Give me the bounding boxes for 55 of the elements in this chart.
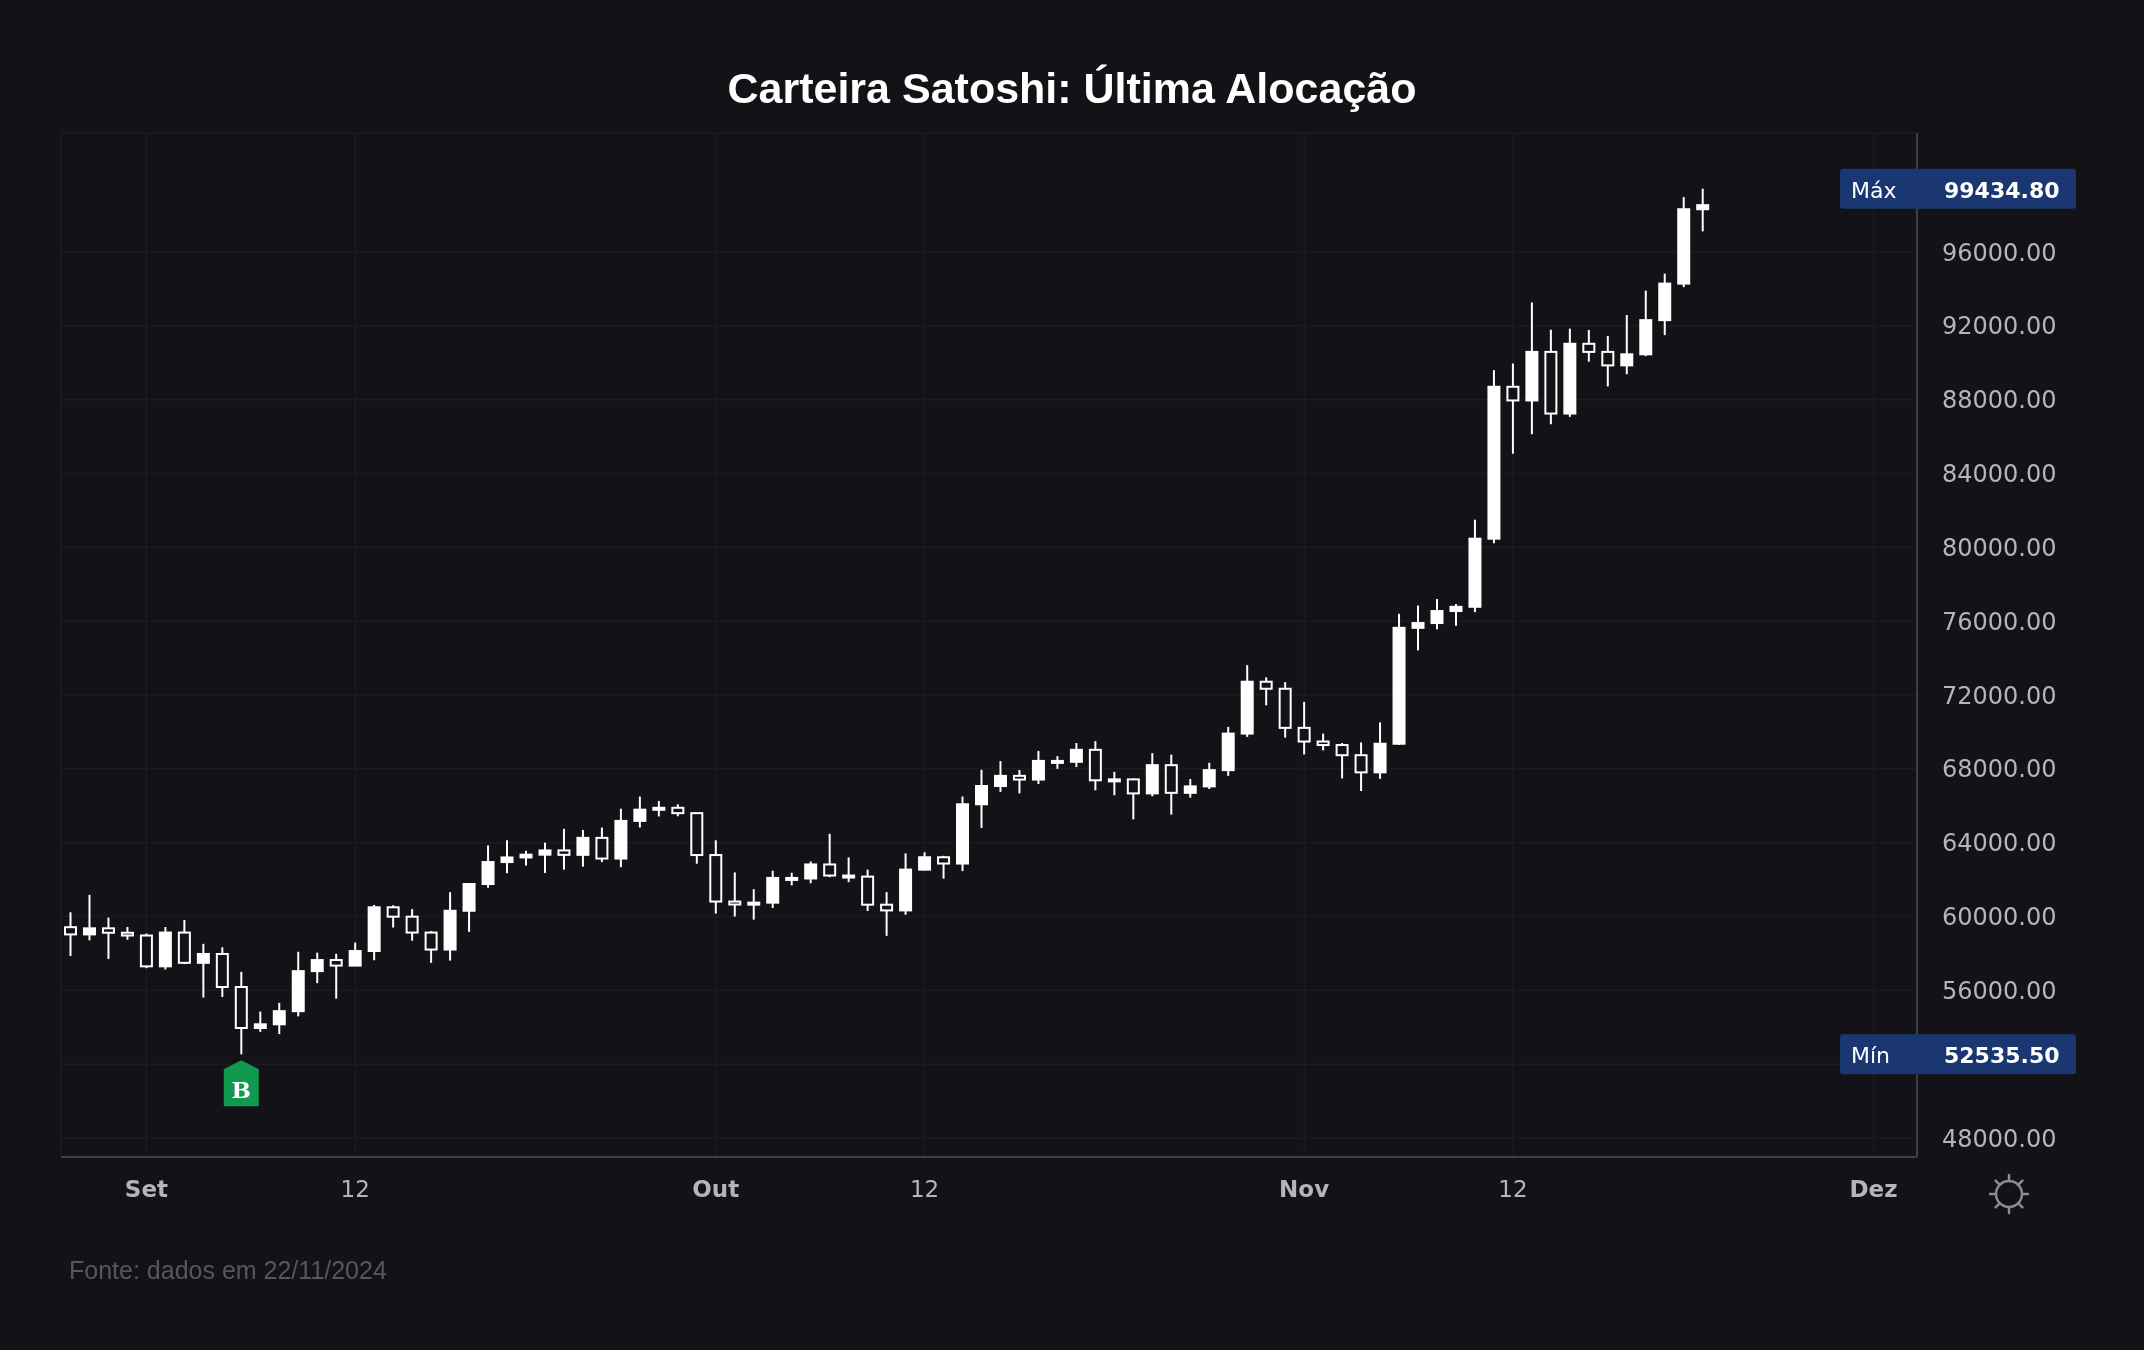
text: Mín 52535.50 — [1851, 1042, 2060, 1068]
candlestick — [1449, 603, 1463, 627]
candlestick — [1411, 604, 1425, 652]
x-tick-label: 12 — [909, 1176, 940, 1203]
candlestick — [538, 841, 552, 874]
candlestick — [747, 888, 761, 921]
candlestick — [918, 851, 932, 872]
candlestick — [975, 768, 988, 829]
y-tick-label: 72000.00 — [1942, 681, 2057, 710]
candlestick — [1126, 777, 1140, 821]
y-tick-label: 96000.00 — [1942, 238, 2057, 267]
candlestick — [196, 942, 210, 999]
candlestick — [633, 795, 647, 829]
candlestick — [481, 844, 495, 889]
candlestick — [1430, 598, 1444, 631]
x-tick-label: Set — [124, 1176, 168, 1203]
annotation: B — [231, 1075, 252, 1103]
candlestick — [348, 941, 362, 967]
candlestick — [1031, 749, 1045, 785]
candlestick — [310, 951, 324, 985]
candlestick — [253, 1010, 267, 1033]
y-tick-label: 56000.00 — [1942, 976, 2057, 1005]
y-tick-label: 60000.00 — [1942, 903, 2057, 932]
candlestick — [842, 856, 856, 884]
y-tick-label: 80000.00 — [1942, 533, 2057, 562]
x-tick-label: Dez — [1849, 1176, 1898, 1203]
x-tick-label: 12 — [340, 1176, 370, 1203]
chart-title: Carteira Satoshi: Última Alocação — [726, 63, 1418, 113]
candlestick — [1183, 778, 1197, 799]
candlestick — [576, 828, 590, 868]
x-tick-label: Out — [692, 1176, 740, 1203]
candlestick — [804, 860, 818, 885]
y-tick-label: 92000.00 — [1942, 312, 2057, 341]
candlestick — [1620, 313, 1634, 376]
y-tick-label: 64000.00 — [1942, 829, 2057, 858]
candlestick — [1069, 742, 1083, 768]
candlestick — [272, 1001, 286, 1036]
source-note: Fonte: dados em 22/11/2024 — [69, 1255, 387, 1285]
y-tick-label: 84000.00 — [1942, 460, 2057, 489]
candlestick — [1582, 328, 1596, 363]
candlestick — [82, 893, 96, 942]
candlestick — [500, 839, 514, 875]
candlestick — [993, 760, 1007, 793]
y-tick-label: 88000.00 — [1942, 386, 2057, 415]
text: Máx 99434.80 — [1851, 177, 2060, 203]
x-tick-label: 12 — [1498, 1176, 1528, 1203]
y-tick-label: 48000.00 — [1942, 1124, 2057, 1153]
candlestick — [424, 930, 438, 964]
candlestick — [1202, 761, 1216, 790]
candlestick — [1696, 187, 1710, 233]
y-tick-label: 76000.00 — [1942, 607, 2057, 636]
x-tick-label: Nov — [1279, 1176, 1330, 1203]
y-tick-label: 68000.00 — [1942, 755, 2057, 784]
candlestick — [1601, 335, 1615, 388]
candlestick — [1107, 770, 1121, 797]
